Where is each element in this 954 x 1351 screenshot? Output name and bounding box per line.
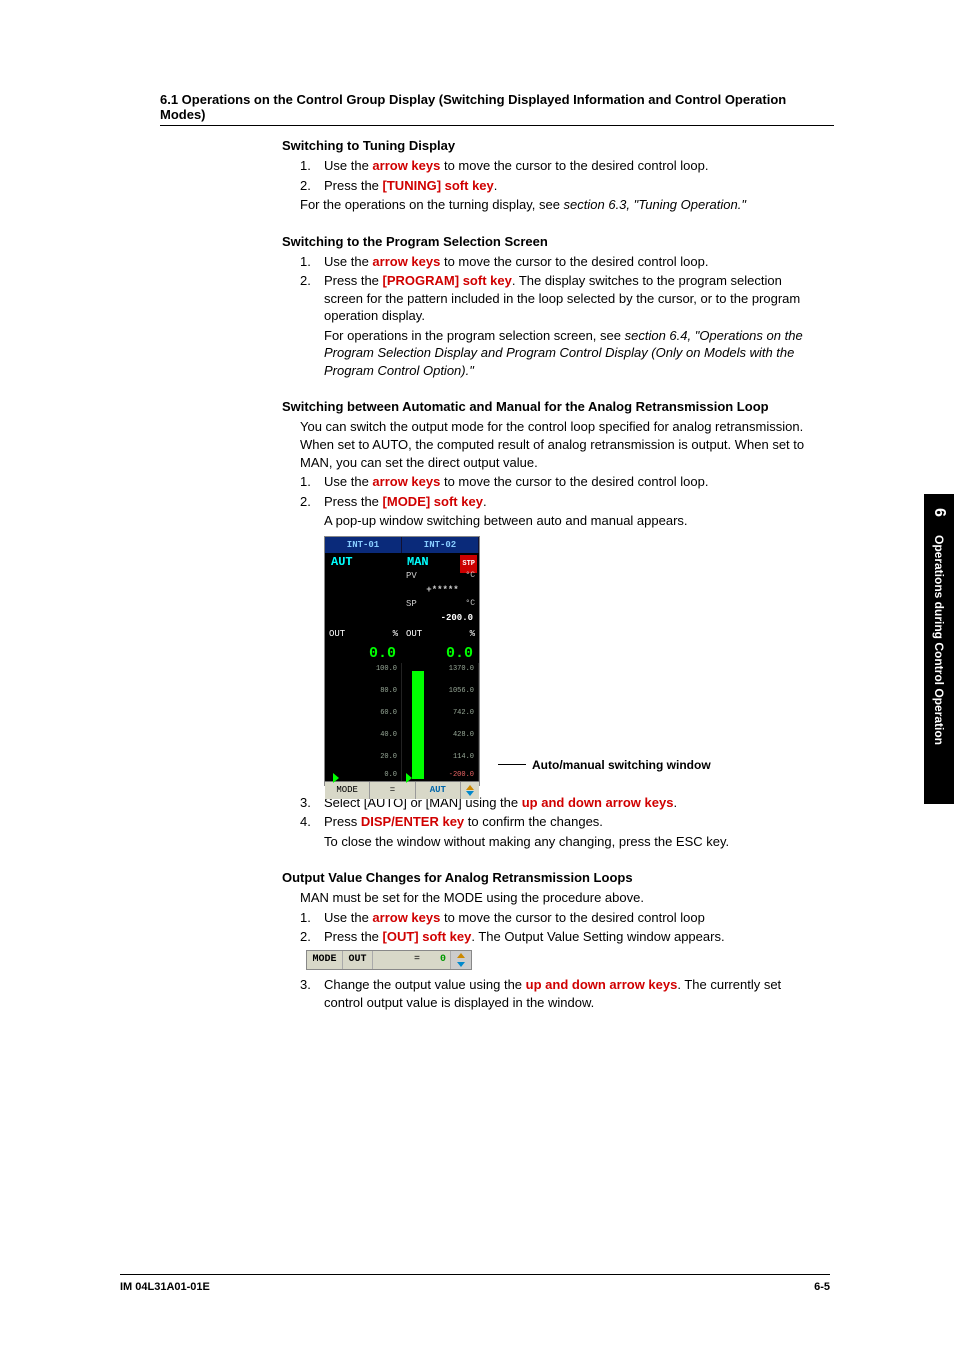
list-num: 3. bbox=[300, 794, 324, 812]
list-text: Use the arrow keys to move the cursor to… bbox=[324, 909, 812, 927]
control-display-figure: INT-01INT-02 AUT MANSTP PV°C +***** SP°C… bbox=[324, 536, 480, 786]
list-num: 4. bbox=[300, 813, 324, 831]
list-text: Use the arrow keys to move the cursor to… bbox=[324, 157, 812, 175]
chapter-tab: 6 Operations during Control Operation bbox=[924, 494, 954, 804]
page-number: 6-5 bbox=[814, 1281, 830, 1293]
sec3-intro: You can switch the output mode for the c… bbox=[300, 418, 812, 471]
sec2-note: For operations in the program selection … bbox=[324, 327, 812, 380]
list-text: Press DISP/ENTER key to confirm the chan… bbox=[324, 813, 812, 831]
doc-id: IM 04L31A01-01E bbox=[120, 1281, 210, 1293]
list-text: Press the [MODE] soft key. bbox=[324, 493, 812, 511]
sec3-item4b: To close the window without making any c… bbox=[324, 833, 812, 851]
sec4-intro: MAN must be set for the MODE using the p… bbox=[300, 889, 812, 907]
list-num: 1. bbox=[300, 253, 324, 271]
sec2-title: Switching to the Program Selection Scree… bbox=[282, 234, 812, 249]
sec3-item2b: A pop-up window switching between auto a… bbox=[324, 512, 812, 530]
sec1-title: Switching to Tuning Display bbox=[282, 138, 812, 153]
output-setting-figure: MODE OUT =0 bbox=[306, 950, 472, 970]
caption-line bbox=[498, 764, 526, 765]
page-footer: IM 04L31A01-01E 6-5 bbox=[120, 1274, 830, 1293]
sec4-title: Output Value Changes for Analog Retransm… bbox=[282, 870, 812, 885]
figure-caption: Auto/manual switching window bbox=[532, 758, 711, 772]
list-num: 2. bbox=[300, 177, 324, 195]
list-num: 2. bbox=[300, 928, 324, 946]
tuning-softkey-text: [TUNING] soft key bbox=[383, 178, 494, 193]
list-num: 2. bbox=[300, 493, 324, 511]
list-text: Press the [PROGRAM] soft key. The displa… bbox=[324, 272, 812, 325]
list-text: Press the [OUT] soft key. The Output Val… bbox=[324, 928, 812, 946]
list-text: Use the arrow keys to move the cursor to… bbox=[324, 473, 812, 491]
list-num: 1. bbox=[300, 473, 324, 491]
list-num: 1. bbox=[300, 157, 324, 175]
list-num: 2. bbox=[300, 272, 324, 325]
list-text: Change the output value using the up and… bbox=[324, 976, 812, 1011]
list-text: Press the [TUNING] soft key. bbox=[324, 177, 812, 195]
sec3-title: Switching between Automatic and Manual f… bbox=[282, 399, 812, 414]
section-header: 6.1 Operations on the Control Group Disp… bbox=[160, 92, 834, 126]
list-num: 1. bbox=[300, 909, 324, 927]
arrow-keys-text: arrow keys bbox=[372, 158, 440, 173]
list-num: 3. bbox=[300, 976, 324, 1011]
sec1-note: For the operations on the turning displa… bbox=[300, 196, 812, 214]
list-text: Use the arrow keys to move the cursor to… bbox=[324, 253, 812, 271]
